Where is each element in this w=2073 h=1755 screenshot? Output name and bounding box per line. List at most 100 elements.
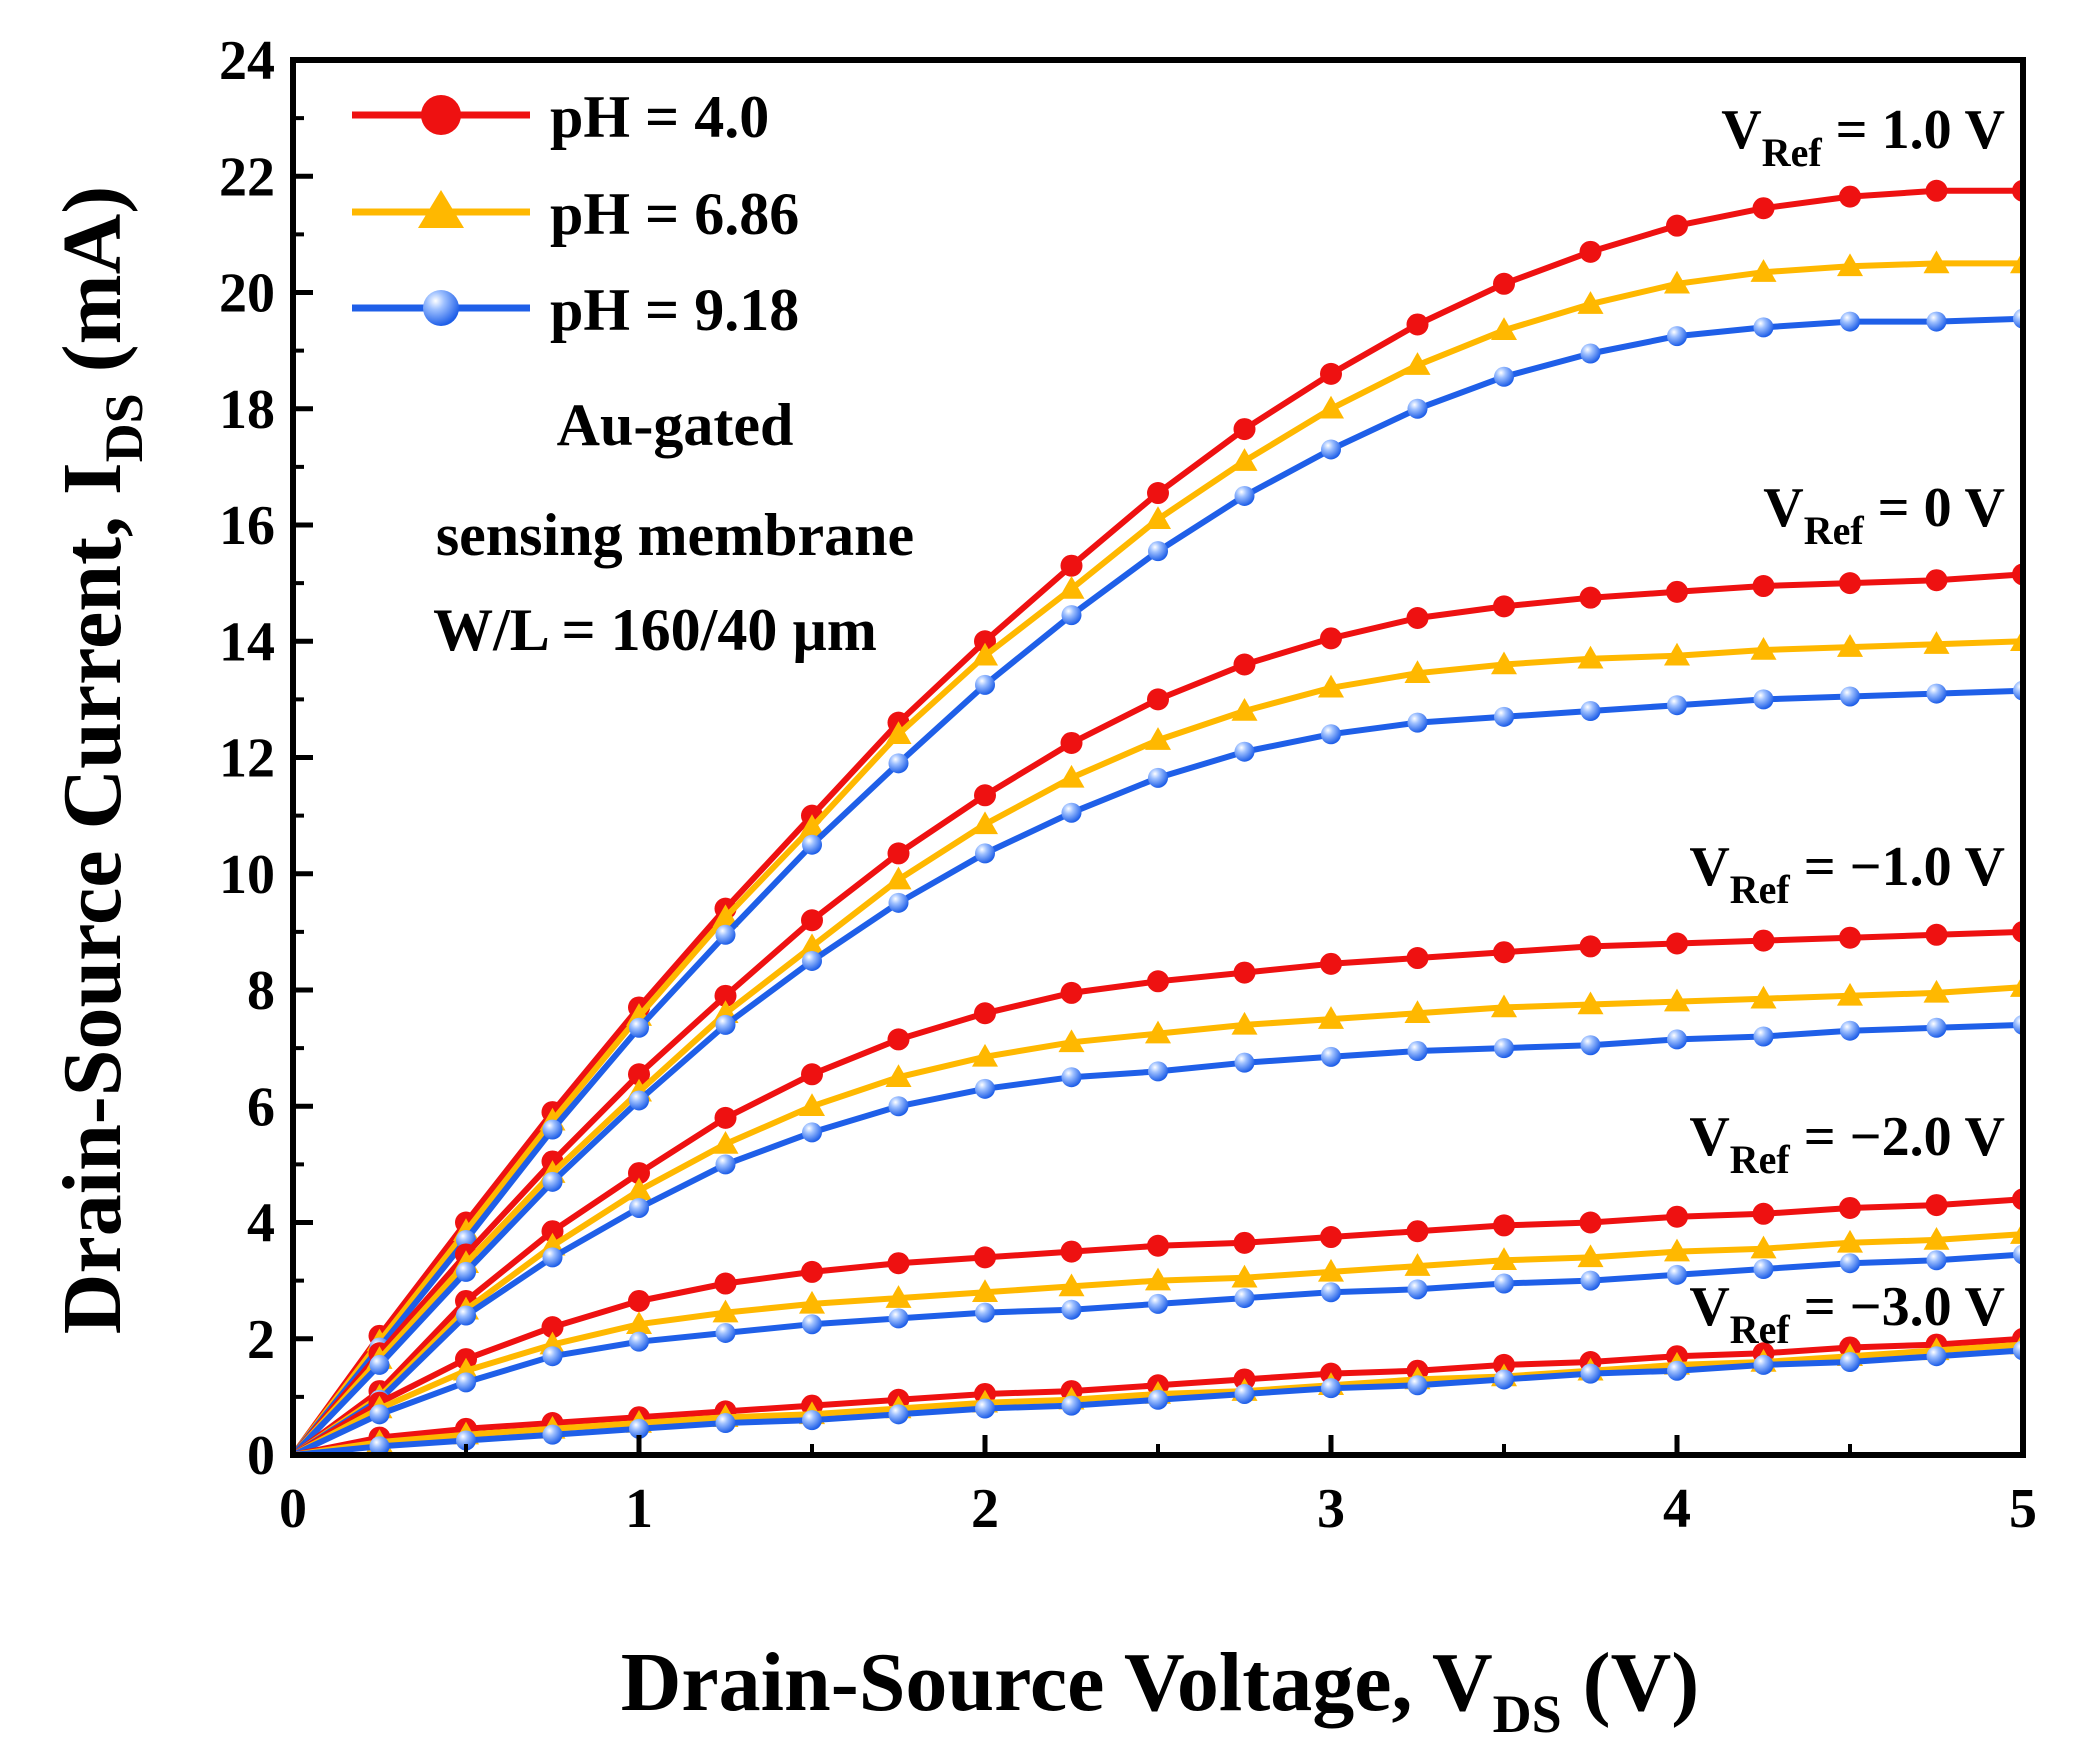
y-tick-label: 14 [219,611,275,673]
data-point-sphere [888,753,909,774]
data-point-triangle [1923,979,1950,1003]
data-point-sphere [1061,1395,1082,1416]
data-point-circle [1752,1202,1775,1225]
annotation-line-wl: W/L = 160/40 µm [433,597,877,663]
data-point-circle [541,1220,564,1243]
data-point-sphere [1753,317,1774,338]
data-point-circle [1233,418,1256,441]
data-point-triangle [1577,291,1604,314]
data-point-sphere [1494,1369,1514,1390]
data-point-triangle [1058,764,1085,788]
data-point-sphere [715,1014,736,1035]
data-point-triangle [885,721,912,744]
data-point-circle [714,1272,737,1295]
data-point-sphere [456,1372,476,1393]
data-point-sphere [1926,1250,1947,1271]
data-point-sphere [369,1436,390,1455]
data-point-triangle [1923,631,1950,654]
data-point-triangle [1404,1253,1431,1276]
data-point-triangle [972,811,998,835]
data-point-triangle [1318,674,1344,698]
data-point-sphere [1061,802,1082,823]
y-tick-label: 12 [219,728,275,790]
data-point-sphere [1321,1046,1341,1067]
data-point-sphere [802,1410,822,1431]
data-point-triangle [885,866,912,890]
data-point-triangle [1491,651,1517,675]
data-point-triangle [1231,1264,1258,1288]
data-point-sphere [1407,712,1428,733]
data-point-circle [1320,627,1342,650]
data-point-sphere [715,1413,736,1434]
data-point-sphere [1580,343,1601,364]
x-tick-label: 4 [1663,1478,1691,1540]
data-point-sphere [456,1305,476,1326]
data-point-sphere [1840,1253,1860,1274]
data-point-sphere [542,1346,563,1367]
y-tick-label: 4 [247,1193,275,1255]
y-tick-label: 8 [247,960,275,1022]
data-point-sphere [542,1247,563,1268]
data-point-sphere [542,1424,563,1445]
data-point-circle [1925,179,1948,202]
data-point-sphere [1840,1352,1860,1372]
data-point-triangle [1231,698,1258,721]
legend-marker-sphere [423,290,459,326]
data-point-sphere [1580,1363,1601,1384]
data-point-circle [1320,362,1342,385]
y-tick-label: 10 [219,844,275,906]
data-point-circle [1060,981,1083,1004]
data-point-sphere [1407,398,1428,419]
data-point-circle [1579,240,1602,263]
data-point-triangle [1145,727,1171,750]
data-point-sphere [1234,1383,1255,1404]
data-point-triangle [1750,259,1777,282]
vref-label-neg-2-0: VRef = −2.0 V [1689,1106,2005,1182]
data-point-sphere [1840,1020,1860,1041]
data-point-sphere [1580,1270,1601,1291]
data-point-circle [1839,1196,1861,1219]
data-point-sphere [1148,541,1168,562]
data-point-sphere [975,1398,995,1419]
y-tick-label: 18 [219,379,275,441]
data-point-triangle [1750,985,1777,1009]
data-point-triangle [626,1311,652,1334]
data-point-sphere [1494,1273,1514,1294]
group-vref-4 [292,1327,2025,1455]
data-point-triangle [712,1299,739,1323]
data-point-sphere [1321,724,1341,745]
data-point-circle [628,1289,650,1312]
legend-label-ph-4-0: pH = 4.0 [550,84,769,150]
data-point-sphere [715,924,736,945]
data-point-circle [1666,580,1688,603]
data-point-circle [1579,1211,1602,1234]
data-point-triangle [1577,991,1604,1015]
data-point-triangle [1577,1244,1604,1268]
x-tick-label: 0 [279,1478,307,1540]
data-point-circle [801,1260,823,1283]
data-point-triangle [1491,994,1517,1018]
data-point-triangle [1404,660,1431,683]
data-point-circle [974,784,996,807]
data-point-sphere [975,843,995,864]
vref-label-neg-1-0: VRef = −1.0 V [1689,836,2005,912]
data-point-circle [1060,731,1083,754]
data-point-triangle [1318,1006,1344,1029]
y-axis-title-subscript: DS [94,393,154,462]
x-axis-title: Drain-Source Voltage, VDS (V) [621,1636,1700,1744]
data-point-sphere [1148,1389,1168,1410]
data-point-sphere [542,1171,563,1192]
vref-labels: VRef = 1.0 V VRef = 0 V VRef = −1.0 V VR… [1689,99,2005,1352]
data-point-circle [541,1316,564,1339]
data-point-circle [1666,1205,1688,1228]
data-point-sphere [1234,1288,1255,1309]
data-point-circle [1147,970,1169,993]
data-point-triangle [1058,1273,1085,1297]
data-point-sphere [1234,1052,1255,1073]
data-point-triangle [712,904,739,928]
data-point-sphere [1926,1346,1947,1367]
legend-entry-ph-9-18: pH = 9.18 [352,277,799,343]
data-point-sphere [802,834,822,855]
data-point-sphere [1148,1061,1168,1082]
data-point-circle [887,842,910,865]
